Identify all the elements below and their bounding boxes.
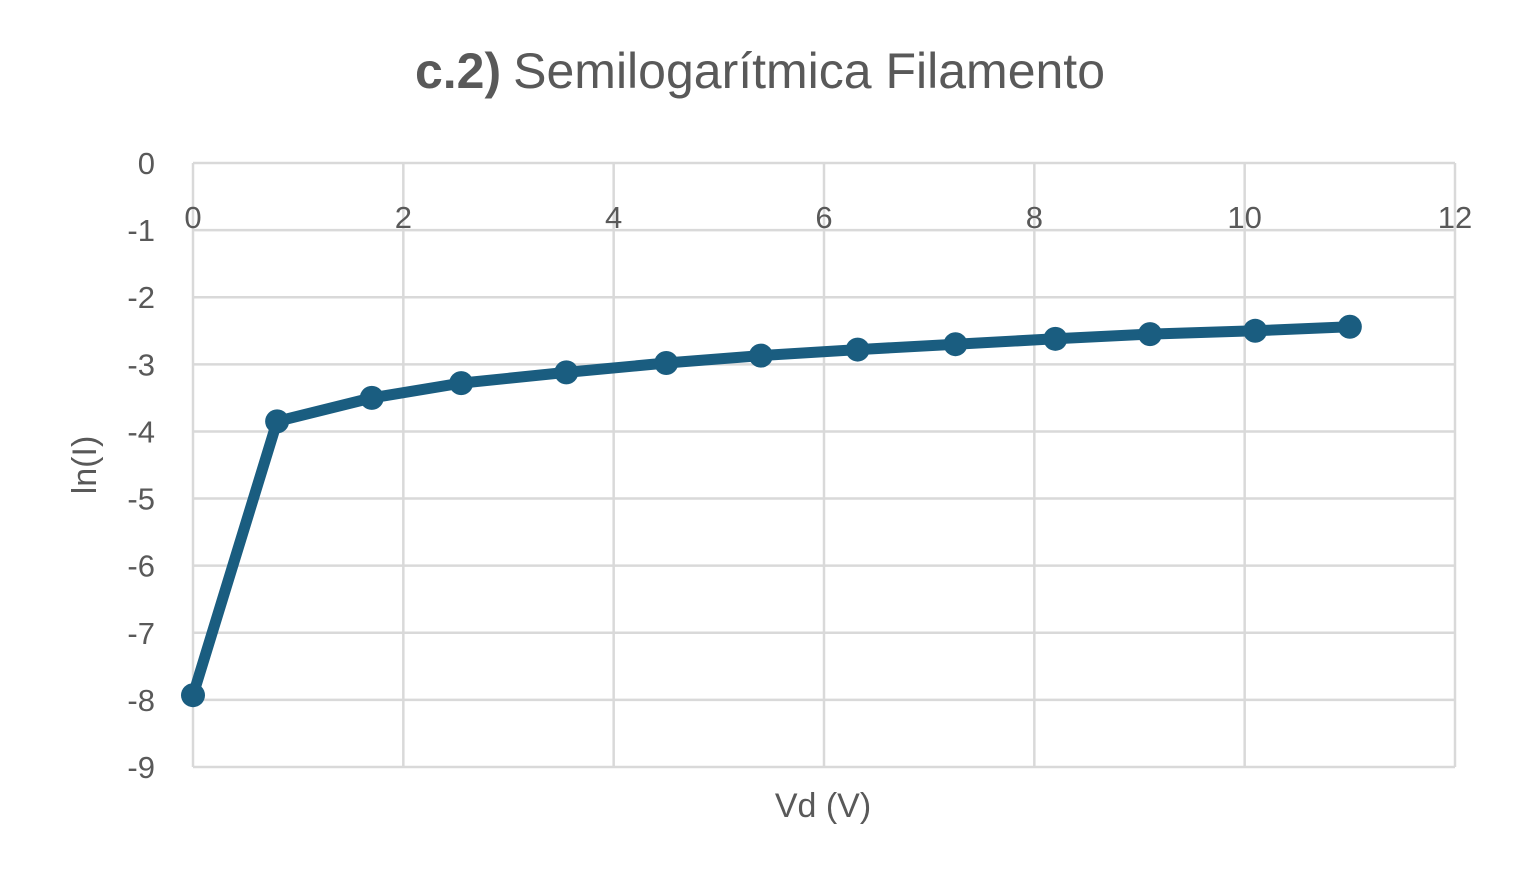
x-tick-label: 10 <box>1227 200 1261 235</box>
gridlines <box>191 161 1457 769</box>
y-tick-label: -8 <box>127 683 155 718</box>
data-point <box>654 350 679 375</box>
data-point <box>1243 318 1268 343</box>
x-tick-label: 0 <box>184 200 201 235</box>
x-tick-label: 2 <box>395 200 412 235</box>
y-tick-labels: 0 -1 -2 -3 -4 -5 -6 -7 -8 -9 <box>127 146 155 785</box>
data-point <box>359 385 384 410</box>
chart-title-rest: Semilogarítmica Filamento <box>513 43 1105 99</box>
data-point <box>1043 326 1068 351</box>
data-point <box>265 409 290 434</box>
y-tick-label: -5 <box>127 482 155 517</box>
data-point <box>554 360 579 385</box>
y-tick-label: -3 <box>127 347 155 382</box>
series-line <box>187 321 1356 701</box>
data-points <box>181 314 1362 708</box>
x-tick-label: 12 <box>1438 200 1472 235</box>
y-tick-label: -7 <box>127 616 155 651</box>
y-tick-label: -9 <box>127 750 155 785</box>
data-point <box>748 343 773 368</box>
x-tick-label: 6 <box>815 200 832 235</box>
y-axis-label: ln(I) <box>66 436 104 495</box>
data-point <box>1138 322 1163 347</box>
x-axis-label: Vd (V) <box>775 787 871 825</box>
x-tick-labels: 0 2 4 6 8 10 12 <box>184 200 1472 235</box>
data-point <box>845 337 870 362</box>
y-tick-label: 0 <box>138 146 155 181</box>
y-tick-label: -6 <box>127 549 155 584</box>
chart-title-bold: c.2) <box>415 43 501 99</box>
y-tick-label: -4 <box>127 414 155 449</box>
y-tick-label: -2 <box>127 280 155 315</box>
y-tick-label: -1 <box>127 213 155 248</box>
x-tick-label: 4 <box>605 200 622 235</box>
x-tick-label: 8 <box>1026 200 1043 235</box>
data-point <box>449 371 474 396</box>
data-point <box>1337 314 1362 339</box>
data-point <box>181 683 205 708</box>
data-point <box>943 332 968 357</box>
chart-title: c.2) Semilogarítmica Filamento <box>415 43 1105 99</box>
